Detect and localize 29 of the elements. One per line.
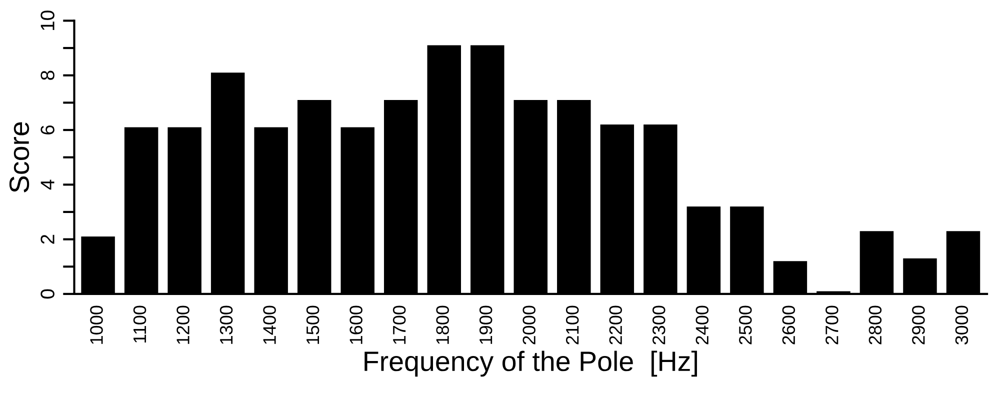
x-tick-label: 2400	[696, 306, 709, 344]
x-tick-label: 1100	[133, 306, 146, 343]
x-tick-label: 1300	[220, 306, 233, 344]
x-tick-label: 1600	[350, 306, 362, 344]
x-tick-label: 2000	[522, 306, 536, 344]
x-tick-label: 1800	[436, 306, 449, 344]
x-tick-label: 1000	[90, 306, 103, 344]
y-tick-label: 2	[40, 234, 54, 244]
x-tick-label: 2600	[782, 306, 796, 344]
x-tick-label: 1400	[263, 306, 276, 344]
x-tick-label: 1200	[176, 306, 190, 344]
x-tick-label: 2300	[652, 306, 666, 344]
x-tick-label: 2900	[912, 306, 925, 344]
x-axis-title: Frequency of the Pole [Hz]	[364, 350, 697, 377]
y-tick-label: 10	[40, 10, 54, 30]
x-tick-label: 2700	[826, 306, 838, 344]
y-tick-label: 4	[40, 180, 54, 190]
x-tick-label: 2100	[566, 306, 579, 344]
y-tick-label: 8	[40, 70, 54, 80]
x-tick-label: 2500	[739, 306, 752, 344]
x-tick-label: 2200	[609, 306, 622, 344]
y-axis-title: Score	[9, 122, 30, 192]
x-tick-label: 1500	[306, 306, 320, 344]
y-tick-label: 0	[40, 289, 54, 299]
x-tick-label: 1700	[392, 306, 406, 344]
x-tick-label: 3000	[955, 306, 968, 345]
x-tick-label: 1900	[479, 306, 492, 344]
x-tick-label: 2800	[868, 306, 882, 344]
y-tick-label: 6	[40, 125, 54, 134]
